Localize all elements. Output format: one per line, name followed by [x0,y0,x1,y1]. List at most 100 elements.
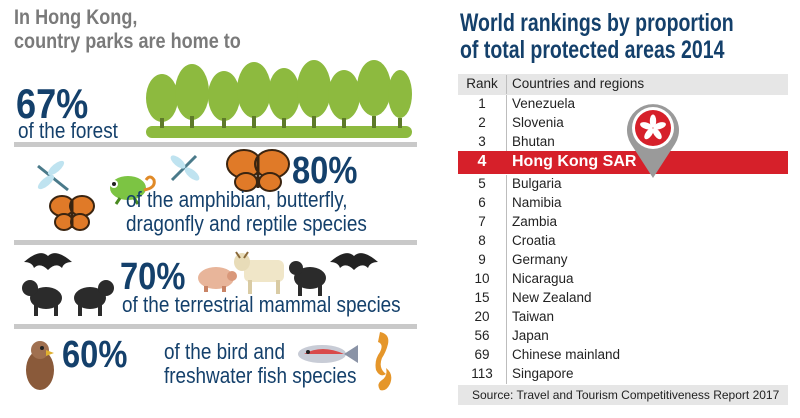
forest-text-line1: of the forest [18,118,118,143]
divider [14,240,417,245]
pig-icon [198,267,237,292]
table-row: 7 Zambia [458,213,788,232]
hong-kong-flag-pin-icon [627,104,679,178]
table-header-row: Rank Countries and regions [458,75,788,94]
eagle-icon [26,341,54,390]
row-country: New Zealand [512,290,592,305]
column-separator [506,75,507,94]
species-text: of the amphibian, butterfly, dragonfly a… [126,188,367,236]
row-country: Chinese mainland [512,347,621,362]
monkey-icon [22,280,114,316]
table-row: 56 Japan [458,327,788,346]
chameleon-icon [110,175,156,205]
column-separator [506,232,507,251]
row-rank: 2 [478,115,486,130]
table-row: 3 Bhutan [458,133,788,152]
row-country: Singapore [512,366,574,381]
species-text-line2: dragonfly and reptile species [126,211,367,236]
table-row: 6 Namibia [458,194,788,213]
bird-fish-text: of the bird and freshwater fish species [164,340,356,388]
row-country: Zambia [512,214,558,229]
mammal-text: of the terrestrial mammal species [122,292,401,318]
row-rank: 56 [474,328,490,343]
column-separator [506,289,507,308]
row-country: Bhutan [512,134,555,149]
bird-fish-text-line2: freshwater fish species [164,363,357,388]
row-country: Slovenia [512,115,564,130]
left-heading-line2: country parks are home to [14,30,241,53]
table-row: 9 Germany [458,251,788,270]
forest-text: of the forest [18,118,118,144]
column-separator [506,270,507,289]
cow-icon [234,251,284,294]
table-row: 69 Chinese mainland [458,346,788,365]
table-row: 8 Croatia [458,232,788,251]
row-country: Venezuela [512,96,576,111]
divider [14,142,417,147]
column-separator [506,114,507,133]
table-header: Rank Countries and regions [458,74,788,95]
left-heading-line1: In Hong Kong, [14,6,138,29]
column-separator [506,251,507,270]
row-country: Taiwan [512,309,555,324]
rankings-title: World rankings by proportion of total pr… [460,9,734,64]
table-row: 15 New Zealand [458,289,788,308]
table-row: 113 Singapore [458,365,788,384]
row-country: Namibia [512,195,562,210]
bat-icon [24,253,72,270]
table-row: 5 Bulgaria [458,175,788,194]
row-rank: 15 [474,290,490,305]
column-separator [506,175,507,194]
row-rank: 9 [478,252,486,267]
bat-icon [330,253,378,270]
butterfly-icon [49,195,95,231]
table-row: 20 Taiwan [458,308,788,327]
forest-percent: 67% [16,80,89,127]
mammal-percent: 70% [120,256,186,298]
species-percent: 80% [292,150,358,192]
source-text: Source: Travel and Tourism Competitivene… [472,388,780,402]
dragonfly-icon [37,160,69,192]
monkey-icon [289,261,326,296]
table-row: 1 Venezuela [458,95,788,114]
rank-column-header: Rank [466,76,498,91]
bird-fish-text-line1: of the bird and [164,339,285,364]
row-rank: 113 [471,366,493,381]
rankings-title-line1: World rankings by proportion [460,9,734,37]
row-country: Japan [512,328,549,343]
tree-icon [146,60,412,138]
row-rank: 69 [474,347,490,362]
column-separator [506,133,507,152]
column-separator [506,327,507,346]
row-rank: 3 [478,134,486,149]
dragonfly-icon [170,154,200,182]
species-text-line1: of the amphibian, butterfly, [126,187,348,212]
table-row: 2 Slovenia [458,114,788,133]
seahorse-icon [375,332,392,391]
country-column-header: Countries and regions [512,76,645,91]
bird-fish-percent: 60% [62,334,128,376]
source-note: Source: Travel and Tourism Competitivene… [458,385,788,405]
mammal-text-line1: of the terrestrial mammal species [122,292,401,317]
row-rank: 5 [478,176,486,191]
column-separator [506,194,507,213]
column-separator [506,213,507,232]
row-rank: 8 [478,233,486,248]
column-separator [506,95,507,114]
column-separator [506,365,507,384]
row-rank: 20 [474,309,490,324]
row-country: Croatia [512,233,556,248]
left-heading: In Hong Kong, country parks are home to [14,6,272,54]
column-separator [506,346,507,365]
row-rank: 6 [478,195,486,210]
row-rank: 4 [477,153,487,170]
row-country: Hong Kong SAR [512,153,637,170]
row-rank: 7 [478,214,486,229]
table-row: 10 Nicaragua [458,270,788,289]
table-row-highlighted: 4 Hong Kong SAR [458,151,788,174]
row-country: Nicaragua [512,271,574,286]
rankings-title-line2: of total protected areas 2014 [460,36,725,64]
row-rank: 1 [478,96,486,111]
butterfly-icon [226,149,290,192]
column-separator [506,308,507,327]
